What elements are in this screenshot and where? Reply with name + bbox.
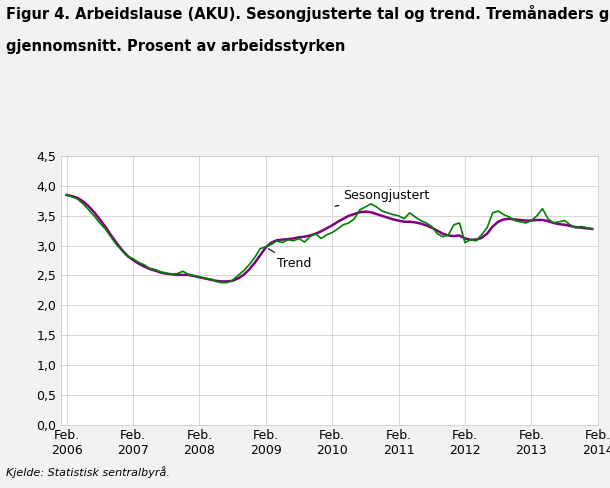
Text: Kjelde: Statistisk sentralbyrå.: Kjelde: Statistisk sentralbyrå. xyxy=(6,467,170,478)
Text: Trend: Trend xyxy=(268,249,311,269)
Text: gjennomsnitt. Prosent av arbeidsstyrken: gjennomsnitt. Prosent av arbeidsstyrken xyxy=(6,39,345,54)
Text: Sesongjustert: Sesongjustert xyxy=(335,189,429,206)
Text: Figur 4. Arbeidslause (AKU). Sesongjusterte tal og trend. Tremånaders glidande: Figur 4. Arbeidslause (AKU). Sesongjuste… xyxy=(6,5,610,22)
